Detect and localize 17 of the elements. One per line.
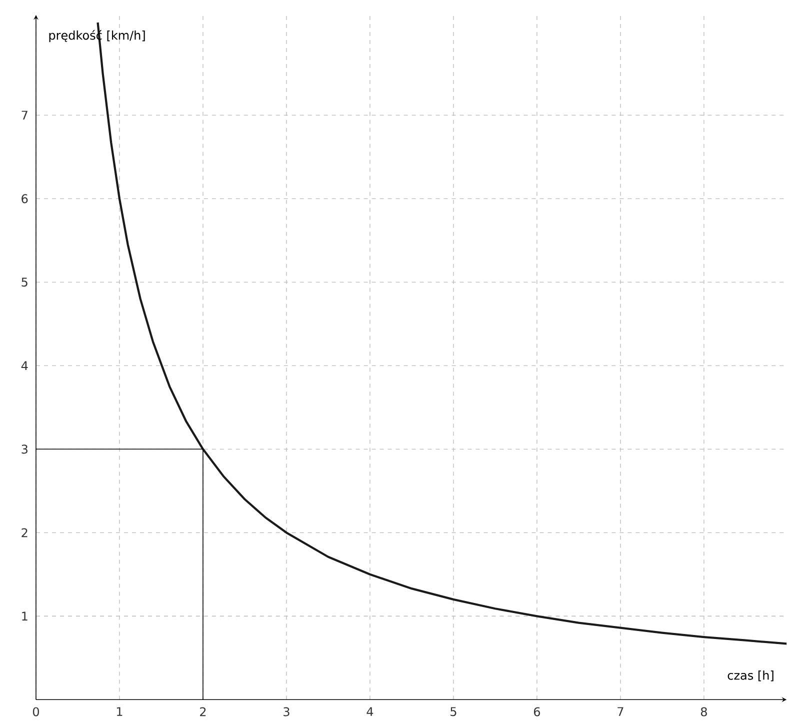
y-tick-label: 1 — [22, 612, 28, 621]
y-tick-label: 7 — [22, 111, 28, 120]
x-axis-title: czas [h] — [728, 670, 774, 682]
x-tick-label: 7 — [618, 707, 624, 716]
x-tick-label: 6 — [534, 707, 540, 716]
x-tick-label: 4 — [366, 707, 374, 716]
x-tick-label: 5 — [450, 707, 456, 716]
y-tick-label: 3 — [22, 444, 28, 454]
y-tick-label: 6 — [22, 194, 28, 204]
x-tick-label: 1 — [116, 707, 122, 716]
x-tick-label: 3 — [284, 707, 290, 716]
x-tick-label: 8 — [700, 707, 707, 716]
y-tick-label: 5 — [22, 278, 28, 287]
y-tick-label: 2 — [22, 528, 28, 538]
x-tick-label: 0 — [32, 707, 40, 716]
x-tick-label: 2 — [200, 707, 206, 716]
y-tick-label: 4 — [21, 361, 28, 370]
